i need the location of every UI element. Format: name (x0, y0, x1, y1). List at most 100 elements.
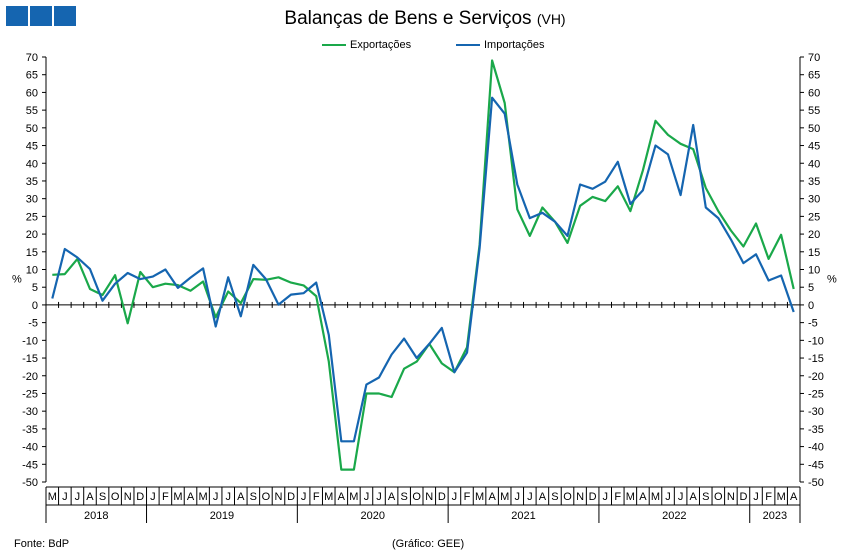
x-tick-label: F (765, 491, 772, 503)
y-tick-label-right: 45 (808, 141, 820, 153)
logo-block-2 (30, 6, 52, 26)
x-tick-label: N (425, 491, 433, 503)
x-tick-label: A (488, 491, 496, 503)
x-tick-label: J (678, 491, 684, 503)
x-tick-label: M (626, 491, 635, 503)
y-tick-label-left: -10 (22, 335, 38, 347)
x-tick-label: A (388, 491, 396, 503)
y-tick-label-right: 20 (808, 229, 820, 241)
y-tick-label-right: 65 (808, 70, 820, 82)
x-tick-label: S (551, 491, 558, 503)
y-tick-label-right: -20 (808, 371, 824, 383)
y-tick-label-left: 60 (26, 87, 38, 99)
x-tick-label: O (563, 491, 572, 503)
x-tick-label: D (438, 491, 446, 503)
x-tick-label: A (237, 491, 245, 503)
y-tick-label-right: 60 (808, 87, 820, 99)
x-tick-label: M (198, 491, 207, 503)
x-tick-label: J (452, 491, 458, 503)
x-tick-label: J (376, 491, 382, 503)
x-tick-label: S (250, 491, 257, 503)
x-tick-label: J (665, 491, 671, 503)
y-tick-label-right: 35 (808, 176, 820, 188)
series-line-exportacoes (52, 59, 795, 471)
x-tick-label: O (412, 491, 421, 503)
y-tick-label-left: 20 (26, 229, 38, 241)
y-tick-label-right: -30 (808, 406, 824, 418)
x-year-label: 2021 (511, 510, 535, 522)
x-tick-label: F (614, 491, 621, 503)
x-tick-label: M (173, 491, 182, 503)
y-tick-label-left: 15 (26, 247, 38, 259)
x-tick-label: M (48, 491, 57, 503)
y-tick-label-left: -50 (22, 477, 38, 489)
chart-subtitle: (VH) (536, 11, 566, 27)
y-tick-label-right: -15 (808, 353, 824, 365)
y-tick-label-right: -5 (808, 318, 818, 330)
x-tick-label: A (639, 491, 647, 503)
x-tick-label: F (313, 491, 320, 503)
x-tick-label: N (124, 491, 132, 503)
y-tick-label-left: -45 (22, 459, 38, 471)
chart-title-text: Balanças de Bens e Serviços (284, 8, 532, 29)
x-tick-label: J (527, 491, 533, 503)
x-tick-label: O (111, 491, 120, 503)
x-tick-label: D (287, 491, 295, 503)
source-note: Fonte: BdP (14, 538, 70, 550)
x-tick-label: F (464, 491, 471, 503)
y-axis-label-left: % (12, 273, 22, 285)
y-tick-label-right: 50 (808, 123, 820, 135)
y-tick-label-left: 40 (26, 158, 38, 170)
chart-credit: (Gráfico: GEE) (392, 538, 465, 550)
x-tick-label: D (589, 491, 597, 503)
x-tick-label: J (225, 491, 231, 503)
y-tick-label-left: 30 (26, 194, 38, 206)
y-tick-label-right: -40 (808, 442, 824, 454)
chart-title: Balanças de Bens e Serviços (VH) (0, 8, 850, 30)
x-tick-label: A (790, 491, 798, 503)
x-year-label: 2018 (84, 510, 108, 522)
x-year-label: 2023 (763, 510, 787, 522)
y-tick-label-left: 10 (26, 265, 38, 277)
y-tick-label-left: 50 (26, 123, 38, 135)
x-tick-label: S (702, 491, 709, 503)
x-tick-label: N (576, 491, 584, 503)
y-tick-label-left: -40 (22, 442, 38, 454)
x-tick-label: A (338, 491, 346, 503)
y-tick-label-left: 35 (26, 176, 38, 188)
x-tick-label: M (777, 491, 786, 503)
x-year-label: 2022 (662, 510, 686, 522)
x-tick-label: M (500, 491, 509, 503)
y-tick-label-right: 15 (808, 247, 820, 259)
x-year-label: 2019 (210, 510, 234, 522)
y-tick-label-left: -30 (22, 406, 38, 418)
y-tick-label-left: 0 (32, 300, 38, 312)
y-tick-label-right: -25 (808, 388, 824, 400)
y-tick-label-right: 55 (808, 105, 820, 117)
x-tick-label: D (136, 491, 144, 503)
x-tick-label: J (75, 491, 81, 503)
x-tick-label: M (324, 491, 333, 503)
y-tick-label-right: 5 (808, 282, 814, 294)
y-tick-label-right: 70 (808, 52, 820, 64)
y-axis-label-right: % (827, 273, 837, 285)
x-tick-label: O (262, 491, 271, 503)
x-tick-label: A (86, 491, 94, 503)
x-tick-label: N (727, 491, 735, 503)
x-tick-label: F (162, 491, 169, 503)
y-tick-label-right: -45 (808, 459, 824, 471)
y-tick-label-left: -35 (22, 424, 38, 436)
logo-block-1 (6, 6, 28, 26)
x-tick-label: A (187, 491, 195, 503)
y-tick-label-right: 25 (808, 211, 820, 223)
y-tick-label-left: 55 (26, 105, 38, 117)
y-tick-label-left: 25 (26, 211, 38, 223)
legend-swatch-importacoes (456, 44, 480, 46)
legend-item-importacoes: Importações (456, 39, 545, 51)
y-tick-label-left: 45 (26, 141, 38, 153)
x-tick-label: J (515, 491, 521, 503)
y-tick-label-left: 70 (26, 52, 38, 64)
y-tick-label-left: -5 (28, 318, 38, 330)
y-tick-label-left: -15 (22, 353, 38, 365)
